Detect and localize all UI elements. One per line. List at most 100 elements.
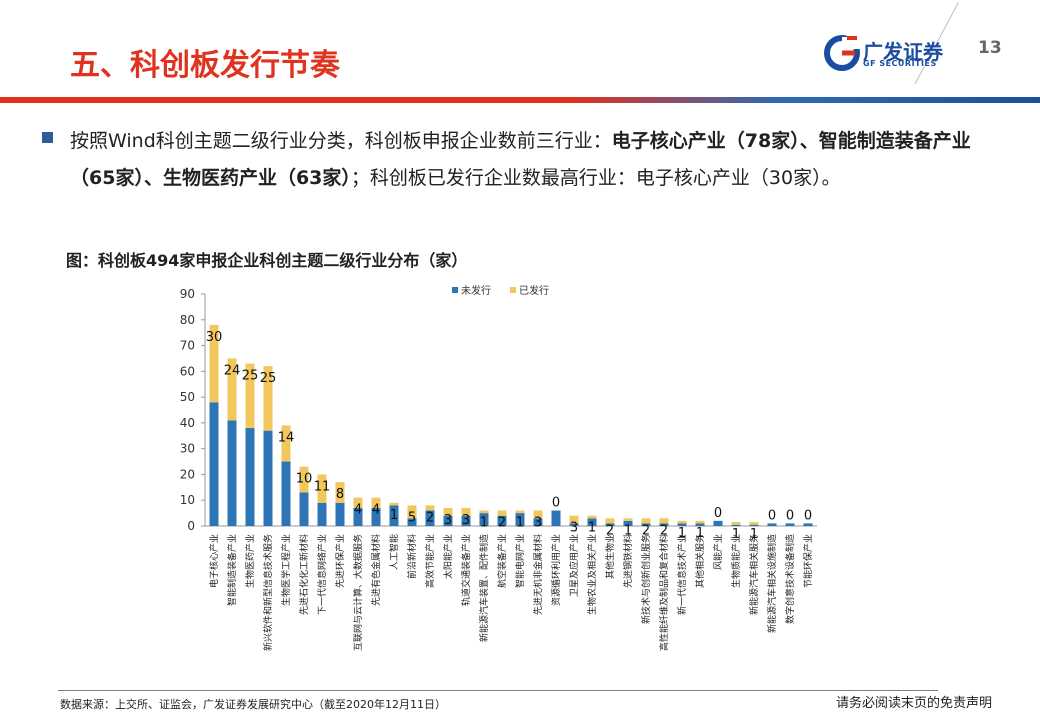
x-category-label: 其他生物业 (604, 534, 616, 579)
bar-unissued (209, 402, 219, 526)
bar-unissued (695, 523, 705, 526)
bar-unissued (713, 520, 723, 526)
bar-data-label: 1 (588, 521, 596, 536)
y-tick-label: 80 (180, 313, 195, 327)
x-category-label: 前沿新材料 (406, 534, 418, 579)
x-category-label: 高效节能产业 (424, 534, 436, 588)
bar-data-label: 1 (480, 516, 488, 531)
bar-issued (623, 518, 633, 521)
bar-issued (245, 363, 255, 429)
bar-unissued (335, 502, 345, 526)
bar-issued (407, 505, 417, 519)
bar-unissued (353, 507, 363, 526)
bar-data-label: 5 (408, 510, 416, 525)
bar-unissued (479, 513, 489, 526)
bar-unissued (587, 518, 597, 526)
bar-data-label: 1 (390, 508, 398, 523)
bullet-square-icon (42, 132, 53, 143)
footer-divider (58, 690, 938, 691)
x-category-label: 先进钢铁材料 (622, 534, 634, 588)
bar-issued (533, 510, 543, 519)
bar-issued (569, 515, 579, 524)
bar-issued (335, 482, 345, 503)
x-category-label: 先进石化化工新材料 (298, 534, 310, 615)
bar-issued (353, 497, 363, 508)
bar-issued (443, 507, 453, 516)
bar-unissued (407, 518, 417, 526)
bar-issued (299, 466, 309, 493)
bar-data-label: 2 (498, 516, 506, 531)
x-category-label: 下一代信息网络产业 (316, 534, 328, 615)
bar-data-label: 3 (462, 513, 470, 528)
bar-data-label: 2 (660, 523, 668, 538)
bar-issued (515, 510, 525, 514)
bar-unissued (425, 510, 435, 526)
bar-unissued (785, 523, 795, 526)
bar-data-label: 25 (260, 371, 277, 386)
bar-data-label: 4 (372, 503, 380, 518)
y-tick-label: 60 (180, 364, 195, 378)
x-category-label: 节能环保产业 (802, 534, 814, 588)
bar-issued (209, 324, 219, 403)
x-category-label: 人工智能 (388, 534, 400, 570)
bar-data-label: 2 (606, 523, 614, 538)
y-tick-label: 20 (180, 467, 195, 481)
x-category-label: 新一代信息技术产业 (676, 534, 688, 615)
bar-data-label: 1 (624, 523, 632, 538)
bar-issued (227, 358, 237, 421)
bar-data-label: 3 (534, 516, 542, 531)
x-category-label: 航空装备产业 (496, 534, 508, 588)
bar-data-label: 1 (750, 527, 758, 542)
logo-subtext: GF SECURITIES (863, 59, 937, 68)
bar-issued (317, 474, 327, 503)
x-category-label: 电子核心产业 (208, 534, 220, 588)
bar-issued (641, 518, 651, 524)
x-category-label: 互联网与云计算、大数据服务 (352, 534, 364, 651)
x-category-label: 新能源汽车相关服务 (748, 534, 760, 615)
bar-unissued (641, 523, 651, 526)
summary-text-bold: 电子核心产业（78家）、智能制造装备产业（65家）、生物医药产业（63家） (70, 130, 971, 189)
y-tick-label: 70 (180, 339, 195, 353)
bar-data-label: 30 (206, 330, 223, 345)
x-category-label: 数字创意技术设备制造 (784, 534, 796, 624)
bar-data-label: 0 (714, 506, 722, 521)
bar-issued (425, 505, 435, 511)
bar-unissued (677, 523, 687, 526)
bar-data-label: 1 (678, 526, 686, 541)
x-category-label: 资源循环利用产业 (550, 534, 562, 606)
bar-unissued (659, 523, 669, 526)
bar-unissued (515, 513, 525, 526)
bar-unissued (317, 502, 327, 526)
bar-unissued (533, 518, 543, 526)
figure-title: 图：科创板494家申报企业科创主题二级行业分布（家） (66, 251, 468, 270)
stacked-bar-chart: 010203040506070809030电子核心产业24智能制造装备产业25生… (180, 284, 817, 651)
bar-data-label: 24 (224, 363, 241, 378)
x-category-label: 新能源汽车装置、配件制造 (478, 534, 490, 642)
legend-label-unissued: 未发行 (461, 284, 491, 297)
gf-logo-icon (824, 35, 860, 71)
bar-data-label: 3 (570, 521, 578, 536)
bar-data-label: 1 (696, 526, 704, 541)
x-category-label: 生物农业及相关产业 (586, 534, 598, 615)
x-category-label: 卫星及应用产业 (568, 534, 580, 597)
bar-data-label: 0 (804, 508, 812, 523)
bar-issued (281, 425, 291, 462)
bar-unissued (299, 492, 309, 526)
bar-unissued (623, 520, 633, 526)
bar-data-label: 1 (732, 527, 740, 542)
x-category-label: 生物质能产业 (730, 534, 742, 588)
bar-data-label: 25 (242, 369, 259, 384)
disclaimer-link[interactable]: 请务必阅读末页的免责声明 (836, 696, 993, 711)
summary-text-1: 按照Wind科创主题二级行业分类，科创板申报企业数前三行业： (70, 130, 612, 152)
bar-issued (461, 507, 471, 516)
bar-data-label: 0 (786, 508, 794, 523)
bar-unissued (731, 524, 741, 526)
bar-unissued (551, 510, 561, 526)
bar-issued (587, 515, 597, 519)
bar-data-label: 2 (642, 523, 650, 538)
x-category-label: 智能电网产业 (514, 534, 526, 588)
header-color-bar (0, 97, 1040, 103)
bar-unissued (371, 507, 381, 526)
x-category-label: 轨道交通装备产业 (460, 534, 472, 606)
bar-issued (263, 366, 273, 431)
